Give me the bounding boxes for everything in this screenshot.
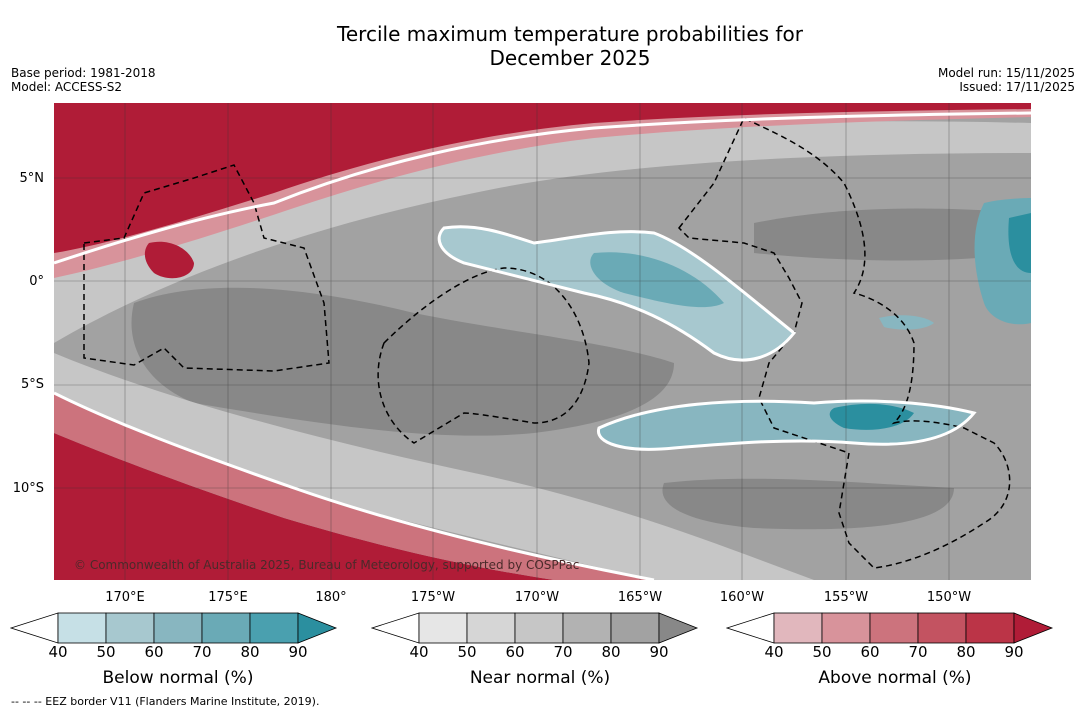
near-normal-90-zone [131, 287, 674, 436]
model-name: Model: ACCESS-S2 [11, 80, 123, 94]
near-normal-90-zone-east [754, 208, 1031, 261]
colorbar-below-tick: 60 [144, 643, 164, 661]
colorbar-below-segment [57, 612, 107, 644]
eez-borders [83, 116, 1011, 569]
meta-left: Base period: 1981-2018 Model: ACCESS-S2 [11, 66, 156, 94]
colorbar-near-tick: 60 [505, 643, 525, 661]
near-normal-90-zone-south [662, 478, 954, 530]
near-normal-light-band-south [54, 353, 814, 580]
colorbar-near-extend-low [371, 612, 420, 644]
lon-label-160w: 160°W [719, 590, 765, 605]
above-normal-south-90 [54, 433, 554, 580]
colorbar-near [371, 612, 699, 644]
above-normal-island-patch [144, 241, 194, 279]
meta-right: Model run: 15/11/2025 Issued: 17/11/2025 [938, 66, 1075, 94]
colorbar-above-tick: 90 [1004, 643, 1024, 661]
lon-label-170e: 170°E [105, 590, 145, 605]
colorbar-near-segment [610, 612, 660, 644]
colorbar-near-segment [562, 612, 612, 644]
colorbar-near-segment [514, 612, 564, 644]
probability-map [54, 103, 1031, 580]
colorbar-below-tick: 40 [48, 643, 68, 661]
lon-label-175w: 175°W [410, 590, 456, 605]
base-period: Base period: 1981-2018 [11, 66, 156, 80]
near-normal-light-band-north [54, 121, 1031, 343]
title-line-2: December 2025 [489, 46, 651, 70]
colorbar-near-segment [466, 612, 516, 644]
lon-label-175e: 175°E [208, 590, 248, 605]
issued-date: Issued: 17/11/2025 [959, 80, 1075, 94]
lon-label-180: 180° [315, 590, 347, 605]
colorbar-above-tick: 50 [812, 643, 832, 661]
colorbar-below-segment [153, 612, 203, 644]
colorbar-below-segment [201, 612, 251, 644]
lon-label-150w: 150°W [926, 590, 972, 605]
colorbar-above-extend-low [726, 612, 775, 644]
colorbar-above-tick: 80 [956, 643, 976, 661]
map-canvas [54, 103, 1031, 580]
colorbar-below [10, 612, 338, 644]
colorbar-near-tick: 70 [553, 643, 573, 661]
colorbar-above-segment [917, 612, 967, 644]
colorbar-above-segment [773, 612, 823, 644]
forty-percent-contours [54, 111, 1031, 580]
lat-label-10s: 10°S [12, 481, 44, 496]
colorbar-near-segment [418, 612, 468, 644]
colorbar-above [726, 612, 1054, 644]
map-title: Tercile maximum temperature probabilitie… [0, 22, 1085, 70]
lon-label-155w: 155°W [823, 590, 869, 605]
below-normal-central [439, 226, 794, 361]
lat-label-5s: 5°S [20, 377, 44, 392]
colorbar-near-extend-high [658, 612, 699, 644]
below-normal-east-core [1008, 213, 1031, 273]
colorbar-below-label: Below normal (%) [102, 668, 254, 688]
copyright-notice: © Commonwealth of Australia 2025, Bureau… [74, 558, 580, 572]
lat-label-5n: 5°N [19, 171, 45, 186]
eez-legend-note: -- -- -- EEZ border V11 (Flanders Marine… [11, 695, 320, 708]
below-normal-central-core [590, 252, 724, 308]
colorbar-near-tick: 50 [457, 643, 477, 661]
colorbar-below-extend-high [297, 612, 338, 644]
colorbar-near-tick: 80 [601, 643, 621, 661]
colorbar-above-tick: 60 [860, 643, 880, 661]
colorbar-above-segment [869, 612, 919, 644]
colorbar-above-segment [821, 612, 871, 644]
colorbar-above-tick: 40 [764, 643, 784, 661]
colorbar-below-tick: 80 [240, 643, 260, 661]
model-run: Model run: 15/11/2025 [937, 66, 1075, 80]
colorbar-near-tick: 90 [649, 643, 669, 661]
colorbar-below-extend-low [10, 612, 59, 644]
colorbar-below-tick: 50 [96, 643, 116, 661]
colorbar-below-tick: 70 [192, 643, 212, 661]
below-normal-small-patch [879, 315, 934, 330]
colorbar-above-label: Above normal (%) [818, 668, 972, 688]
title-line-1: Tercile maximum temperature probabilitie… [337, 22, 803, 46]
colorbar-below-segment [249, 612, 299, 644]
lat-label-0: 0° [29, 274, 44, 289]
colorbar-above-segment [965, 612, 1015, 644]
lon-label-170w: 170°W [514, 590, 560, 605]
colorbar-above-extend-high [1013, 612, 1054, 644]
colorbar-near-label: Near normal (%) [469, 668, 611, 688]
colorbar-below-segment [105, 612, 155, 644]
above-normal-north-90 [54, 103, 1031, 273]
colorbar-near-tick: 40 [409, 643, 429, 661]
colorbar-below-tick: 90 [288, 643, 308, 661]
colorbar-above-tick: 70 [908, 643, 928, 661]
above-normal-north-band [54, 109, 1031, 278]
lon-label-165w: 165°W [617, 590, 663, 605]
